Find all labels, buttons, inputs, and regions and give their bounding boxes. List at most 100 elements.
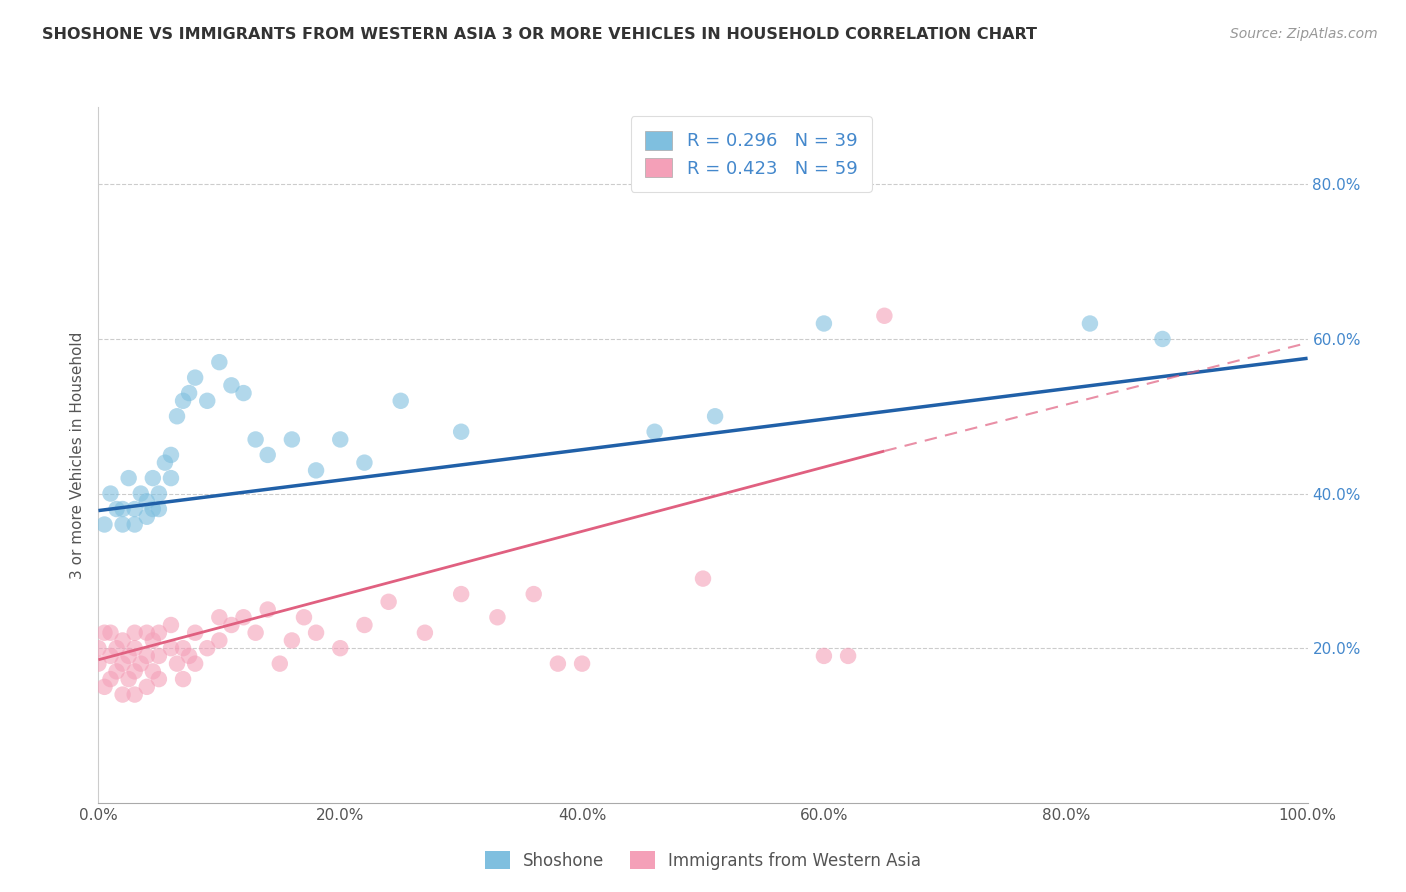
Text: Source: ZipAtlas.com: Source: ZipAtlas.com bbox=[1230, 27, 1378, 41]
Point bbox=[100, 648, 122, 663]
Point bbox=[547, 657, 569, 671]
Point bbox=[184, 370, 207, 384]
Point bbox=[87, 657, 110, 671]
Point bbox=[160, 471, 183, 485]
Point bbox=[329, 433, 352, 447]
Point bbox=[166, 409, 188, 424]
Point bbox=[644, 425, 666, 439]
Point bbox=[129, 486, 152, 500]
Point bbox=[142, 502, 165, 516]
Point bbox=[100, 672, 122, 686]
Point bbox=[292, 610, 315, 624]
Point bbox=[105, 665, 128, 679]
Point bbox=[692, 572, 714, 586]
Point bbox=[177, 386, 201, 401]
Point bbox=[172, 672, 194, 686]
Point bbox=[166, 657, 188, 671]
Point bbox=[232, 610, 254, 624]
Point bbox=[413, 625, 436, 640]
Point bbox=[184, 625, 207, 640]
Point bbox=[269, 657, 291, 671]
Point bbox=[873, 309, 896, 323]
Point bbox=[1152, 332, 1174, 346]
Point bbox=[195, 641, 218, 656]
Point bbox=[153, 456, 176, 470]
Point bbox=[124, 502, 146, 516]
Point bbox=[353, 618, 375, 632]
Point bbox=[172, 641, 194, 656]
Point bbox=[232, 386, 254, 401]
Point bbox=[142, 665, 165, 679]
Point bbox=[148, 502, 170, 516]
Point bbox=[111, 633, 134, 648]
Point bbox=[118, 648, 141, 663]
Point bbox=[111, 502, 134, 516]
Point bbox=[245, 433, 267, 447]
Point bbox=[389, 393, 412, 408]
Point bbox=[148, 486, 170, 500]
Point bbox=[221, 618, 243, 632]
Y-axis label: 3 or more Vehicles in Household: 3 or more Vehicles in Household bbox=[69, 331, 84, 579]
Point bbox=[208, 633, 231, 648]
Point bbox=[160, 618, 183, 632]
Point bbox=[142, 633, 165, 648]
Point bbox=[160, 448, 183, 462]
Point bbox=[105, 502, 128, 516]
Point bbox=[93, 517, 115, 532]
Point bbox=[281, 633, 304, 648]
Point bbox=[245, 625, 267, 640]
Point bbox=[837, 648, 859, 663]
Point bbox=[450, 425, 472, 439]
Point bbox=[523, 587, 546, 601]
Point bbox=[118, 471, 141, 485]
Point bbox=[111, 688, 134, 702]
Point bbox=[105, 641, 128, 656]
Point bbox=[305, 625, 328, 640]
Point bbox=[1078, 317, 1101, 331]
Point bbox=[813, 317, 835, 331]
Point bbox=[305, 463, 328, 477]
Point bbox=[135, 509, 157, 524]
Point bbox=[135, 680, 157, 694]
Point bbox=[148, 625, 170, 640]
Point bbox=[256, 602, 278, 616]
Point bbox=[111, 517, 134, 532]
Point bbox=[353, 456, 375, 470]
Point bbox=[135, 494, 157, 508]
Point bbox=[142, 471, 165, 485]
Legend: Shoshone, Immigrants from Western Asia: Shoshone, Immigrants from Western Asia bbox=[477, 843, 929, 878]
Point bbox=[118, 672, 141, 686]
Point bbox=[93, 680, 115, 694]
Point bbox=[124, 517, 146, 532]
Point bbox=[124, 641, 146, 656]
Point bbox=[184, 657, 207, 671]
Point bbox=[135, 648, 157, 663]
Point bbox=[111, 657, 134, 671]
Point bbox=[148, 648, 170, 663]
Point bbox=[256, 448, 278, 462]
Point bbox=[571, 657, 593, 671]
Point bbox=[172, 393, 194, 408]
Point bbox=[177, 648, 201, 663]
Point bbox=[160, 641, 183, 656]
Point bbox=[135, 625, 157, 640]
Point bbox=[377, 595, 399, 609]
Point bbox=[329, 641, 352, 656]
Point bbox=[124, 688, 146, 702]
Point bbox=[221, 378, 243, 392]
Point bbox=[124, 665, 146, 679]
Point bbox=[208, 355, 231, 369]
Point bbox=[100, 486, 122, 500]
Point bbox=[486, 610, 509, 624]
Point bbox=[93, 625, 115, 640]
Point bbox=[148, 672, 170, 686]
Point bbox=[704, 409, 727, 424]
Point bbox=[281, 433, 304, 447]
Point bbox=[813, 648, 835, 663]
Point bbox=[124, 625, 146, 640]
Point bbox=[129, 657, 152, 671]
Point bbox=[195, 393, 218, 408]
Point bbox=[208, 610, 231, 624]
Text: SHOSHONE VS IMMIGRANTS FROM WESTERN ASIA 3 OR MORE VEHICLES IN HOUSEHOLD CORRELA: SHOSHONE VS IMMIGRANTS FROM WESTERN ASIA… bbox=[42, 27, 1038, 42]
Point bbox=[100, 625, 122, 640]
